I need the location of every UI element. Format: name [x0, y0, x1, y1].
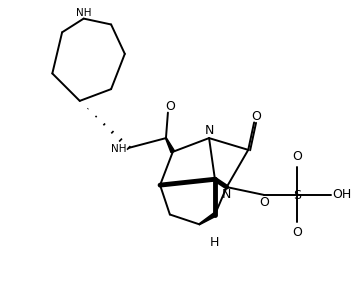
Text: O: O [165, 100, 175, 113]
Text: S: S [293, 189, 301, 202]
Text: O: O [259, 196, 269, 209]
Text: NH: NH [111, 144, 127, 154]
Text: O: O [292, 150, 302, 163]
Polygon shape [199, 213, 216, 225]
Polygon shape [166, 138, 174, 153]
Text: NH: NH [76, 8, 91, 18]
Text: O: O [251, 110, 261, 123]
Text: N: N [204, 124, 214, 137]
Text: O: O [292, 226, 302, 239]
Text: N: N [222, 188, 231, 201]
Text: OH: OH [333, 188, 352, 201]
Text: H: H [210, 236, 220, 249]
